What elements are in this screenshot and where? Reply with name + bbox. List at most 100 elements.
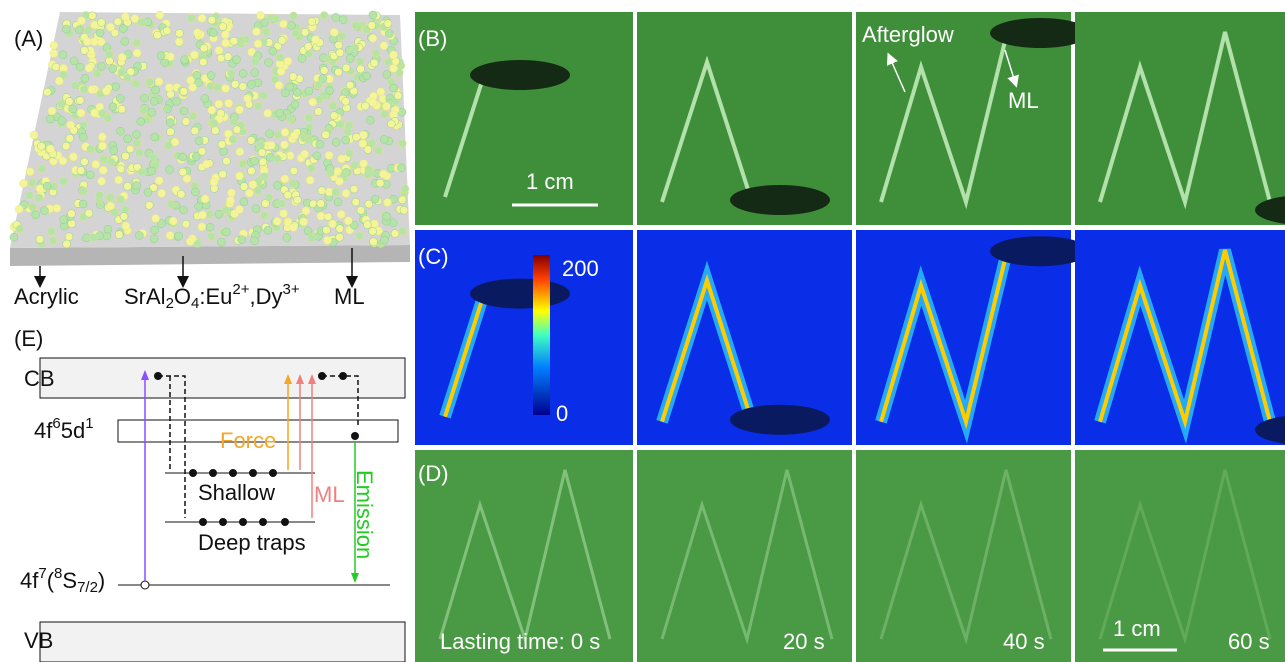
particle [135, 231, 144, 240]
particle [293, 195, 302, 205]
particle [149, 183, 158, 192]
force-label: Force [220, 428, 276, 453]
particle [331, 187, 341, 197]
particle [304, 135, 314, 145]
particle [149, 153, 158, 162]
particle [283, 190, 293, 200]
text-part: 6 [52, 415, 60, 432]
photo [856, 450, 1071, 662]
particle [180, 55, 189, 64]
particle [174, 231, 184, 241]
particle [114, 230, 124, 239]
vb-band [39, 621, 406, 662]
particle [121, 221, 131, 231]
particle [57, 116, 67, 125]
particle [397, 163, 406, 173]
particle [227, 69, 236, 78]
particle [87, 11, 97, 21]
particle [106, 22, 115, 32]
particle [90, 108, 99, 118]
particle [59, 177, 68, 186]
particle [45, 114, 55, 124]
particle [239, 182, 249, 191]
ml-label: ML [314, 482, 345, 507]
particle [157, 219, 166, 228]
particle [121, 151, 130, 161]
particle [97, 18, 106, 27]
particle [274, 81, 284, 90]
particle [214, 209, 224, 219]
particle [380, 110, 389, 119]
particle [70, 81, 80, 90]
glow-trace [443, 71, 487, 198]
particle [176, 189, 186, 199]
heat-core [879, 254, 1008, 430]
pen-tip [1255, 196, 1285, 224]
particle [334, 40, 343, 50]
particle [289, 223, 298, 232]
particle [65, 134, 74, 143]
particle [76, 108, 86, 118]
particle [42, 181, 52, 191]
emission-label: Emission [352, 470, 377, 559]
particle [314, 80, 323, 90]
particle [238, 82, 248, 91]
text-part: 3+ [283, 281, 300, 298]
particle [246, 136, 256, 145]
particle [135, 148, 144, 158]
particle [132, 130, 141, 139]
particle [164, 141, 173, 150]
particle [178, 167, 188, 177]
particle [179, 87, 189, 96]
particle [280, 140, 289, 150]
particle [221, 84, 230, 93]
particle [316, 211, 326, 221]
particle [151, 85, 160, 95]
particle [247, 80, 256, 89]
particle [37, 164, 47, 173]
particle [229, 117, 238, 127]
afterglow-trace [438, 469, 612, 645]
particle [140, 93, 149, 103]
particle [253, 186, 263, 195]
particle [207, 105, 217, 115]
panel-label: (A) [14, 26, 43, 51]
particle [75, 96, 85, 105]
particle [329, 111, 339, 120]
particle [279, 19, 288, 29]
particle [370, 194, 380, 204]
particle [98, 141, 107, 151]
particle [235, 205, 244, 214]
particle [111, 82, 120, 91]
particle [354, 22, 364, 31]
particle [197, 14, 207, 23]
particle [355, 57, 365, 66]
particle [331, 137, 341, 147]
panel-label: (E) [14, 326, 43, 351]
particle [15, 224, 25, 234]
cb-band [39, 357, 406, 399]
particle [307, 17, 316, 26]
text-part: 2 [166, 295, 174, 312]
particle [214, 99, 224, 109]
particle [57, 99, 66, 109]
particle [49, 41, 59, 50]
pen-tip [730, 185, 830, 215]
particle [351, 197, 361, 207]
time-label: Lasting time: 0 s [440, 629, 600, 654]
particle [277, 199, 286, 208]
particle [162, 26, 172, 36]
particle [117, 53, 127, 62]
particle [259, 91, 268, 100]
particle [282, 233, 292, 242]
particle [217, 237, 226, 247]
particle [185, 237, 195, 246]
text-part: ( [47, 568, 55, 593]
particle [110, 28, 120, 38]
particle [84, 208, 94, 218]
panel-label: (B) [418, 26, 447, 51]
particle [383, 198, 392, 207]
particle [227, 188, 236, 198]
level-label: 4f7(8S7/2) [20, 565, 105, 596]
particle [89, 233, 98, 242]
